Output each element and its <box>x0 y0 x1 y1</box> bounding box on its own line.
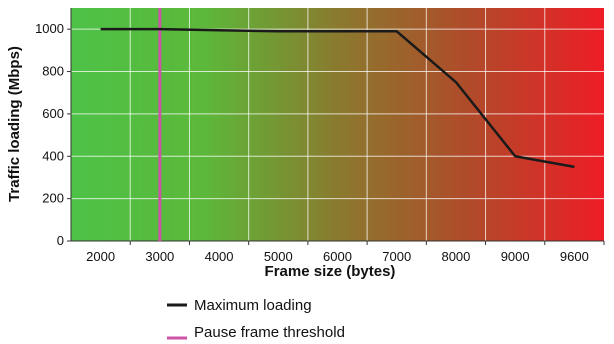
x-axis-ticks: 2000 3000 4000 5000 6000 7000 8000 9000 9600 <box>86 241 605 264</box>
y-tick-label: 1000 <box>35 21 64 36</box>
series-layer <box>100 27 575 169</box>
y-axis-title: Traffic loading (Mbps) <box>6 46 23 202</box>
x-tick-label: 5000 <box>264 249 293 264</box>
x-tick-label: 2000 <box>86 249 115 264</box>
x-tick-label: 3000 <box>145 249 174 264</box>
y-tick-label: 400 <box>42 148 64 163</box>
vertical-gridlines <box>129 8 546 241</box>
legend-label-maximum-loading: Maximum loading <box>194 297 312 314</box>
x-tick-label: 9000 <box>501 249 530 264</box>
y-tick-label: 0 <box>57 233 64 248</box>
x-axis-title: Frame size (bytes) <box>265 263 396 280</box>
x-tick-label: 7000 <box>382 249 411 264</box>
x-tick-label: 6000 <box>323 249 352 264</box>
legend: Maximum loading Pause frame threshold <box>167 297 345 341</box>
y-axis-ticks: 0 200 400 600 800 1000 <box>35 21 71 248</box>
legend-label-pause-frame-threshold: Pause frame threshold <box>194 324 345 341</box>
maximum-loading-line <box>100 27 575 169</box>
y-tick-label: 200 <box>42 191 64 206</box>
plot-background <box>71 8 604 241</box>
x-tick-label: 4000 <box>205 249 234 264</box>
x-tick-label: 8000 <box>441 249 470 264</box>
y-tick-label: 600 <box>42 106 64 121</box>
x-tick-label: 9600 <box>560 249 589 264</box>
y-tick-label: 800 <box>42 64 64 79</box>
